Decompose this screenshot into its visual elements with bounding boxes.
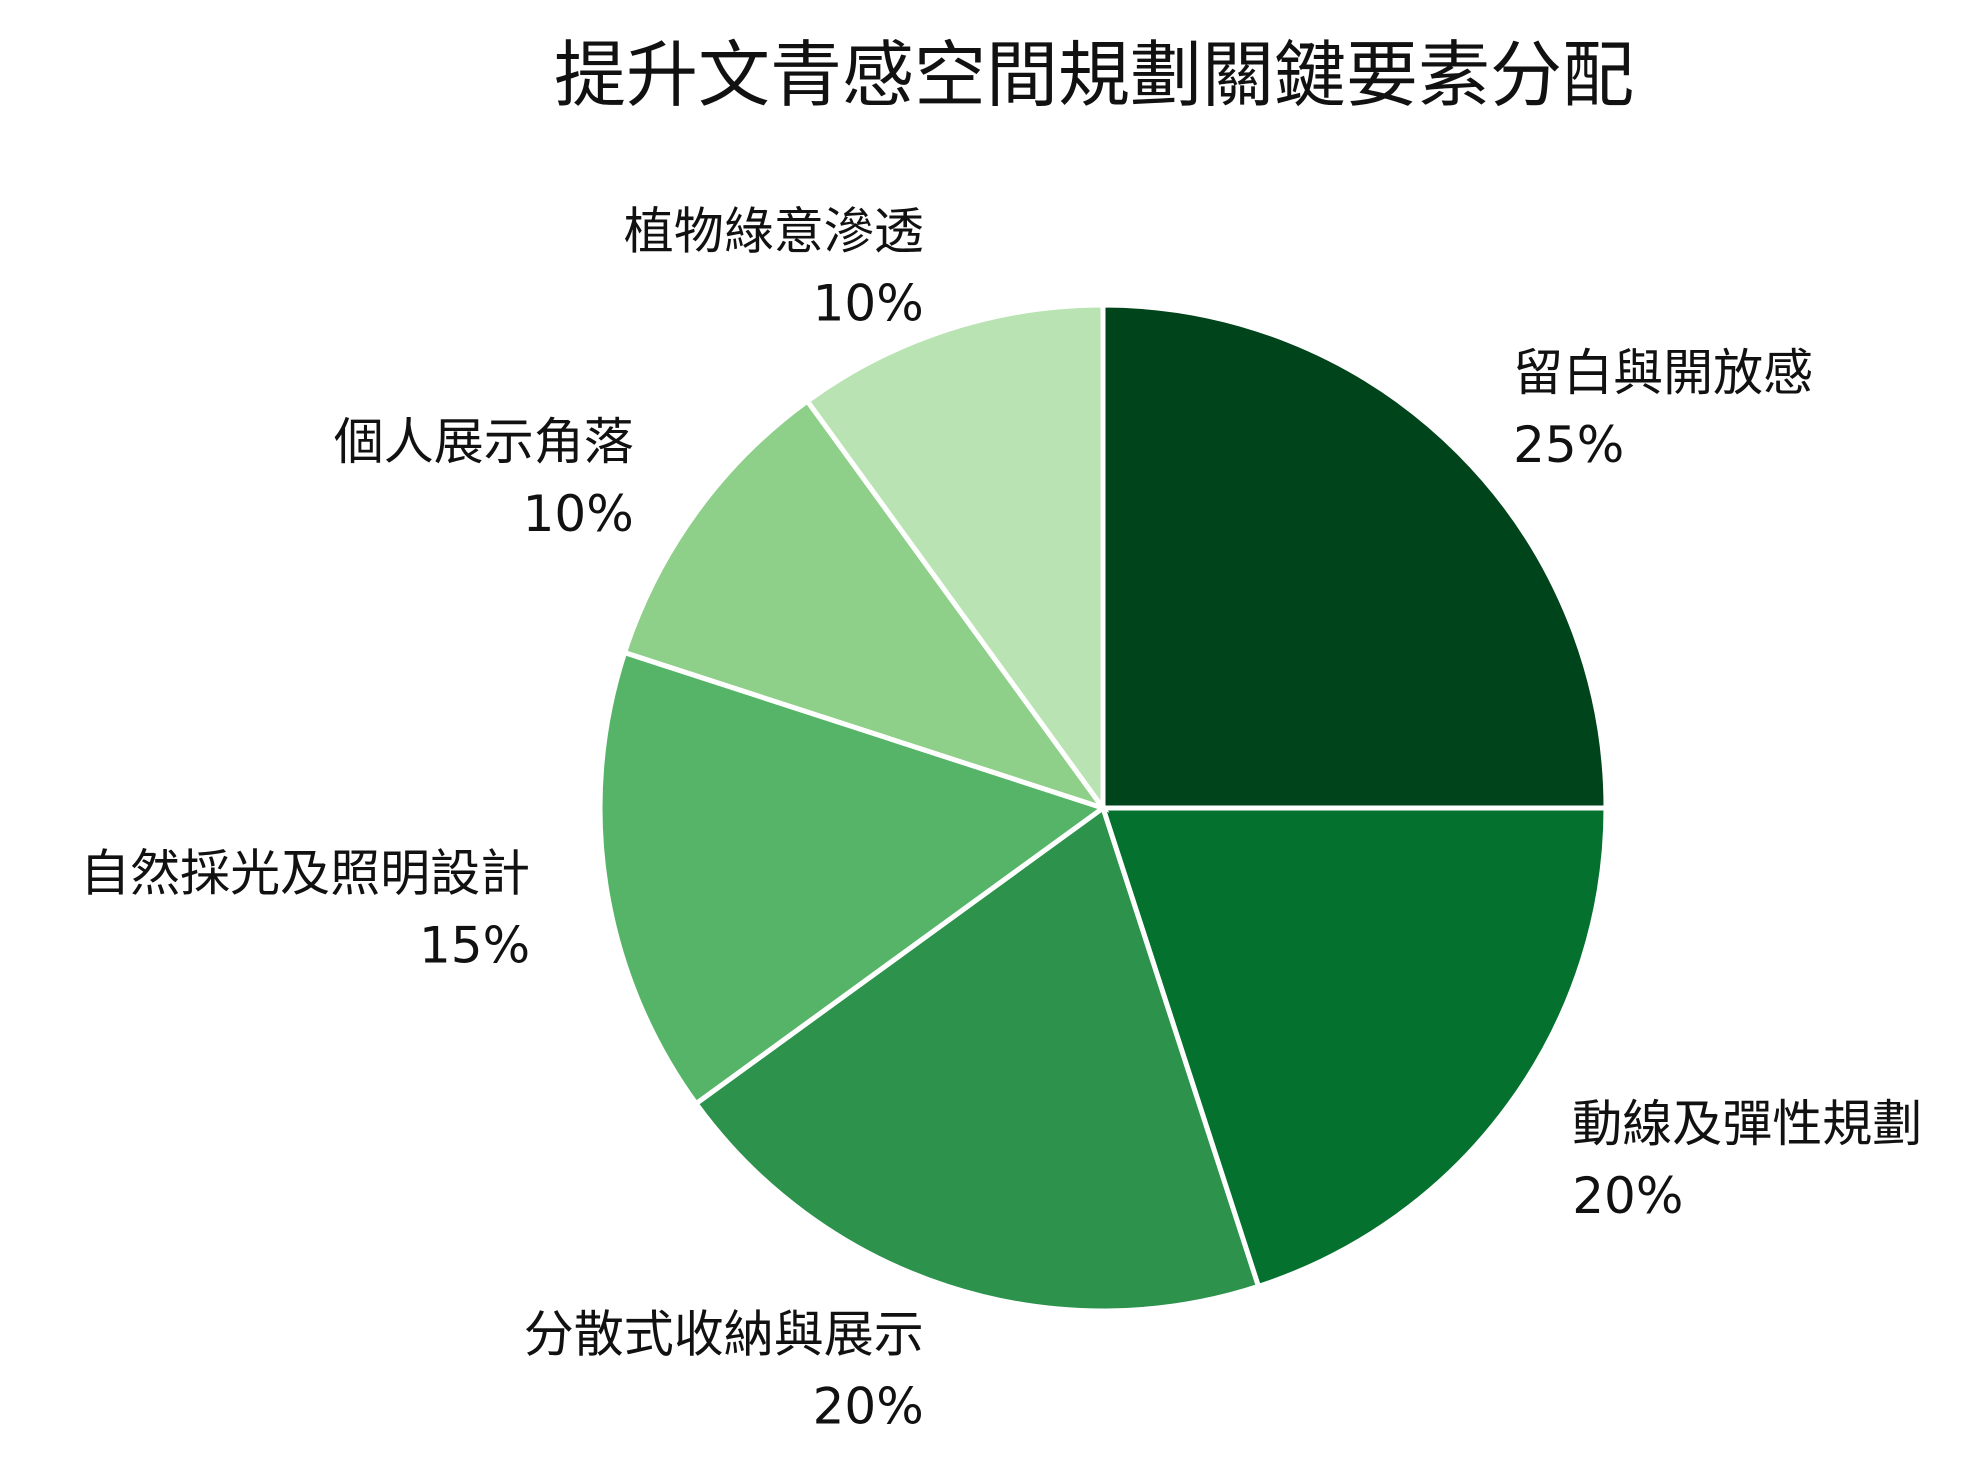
slice-label: 留白與開放感: [1513, 344, 1813, 402]
pie-slice: [621, 397, 1110, 813]
pie-slice: [597, 649, 1109, 1108]
slice-label: 分散式收納與展示: [524, 1306, 924, 1364]
pie-slice: [1099, 805, 1609, 1290]
slice-value-label: 25%: [1513, 416, 1624, 474]
chart-title: 提升文青感空間規劃關鍵要素分配: [554, 33, 1634, 117]
slice-value-label: 10%: [523, 485, 634, 543]
slice-value-label: 20%: [813, 1378, 924, 1436]
pie-slice: [692, 803, 1262, 1314]
pie-slice: [1100, 302, 1609, 811]
slice-label: 自然採光及照明設計: [80, 845, 530, 903]
pie-slice: [803, 302, 1106, 816]
slice-label: 動線及彈性規劃: [1572, 1095, 1922, 1153]
slice-value-label: 15%: [419, 917, 530, 975]
pie-labels: 留白與開放感 25% 動線及彈性規劃 20% 分散式收納與展示 20% 自然採光及照明設計 1…: [80, 202, 1922, 1435]
pie-slices: [597, 302, 1609, 1314]
slice-value-label: 20%: [1572, 1167, 1683, 1225]
slice-label: 個人展示角落: [334, 413, 634, 471]
slice-label: 植物綠意滲透: [624, 202, 924, 260]
slice-value-label: 10%: [813, 274, 924, 332]
